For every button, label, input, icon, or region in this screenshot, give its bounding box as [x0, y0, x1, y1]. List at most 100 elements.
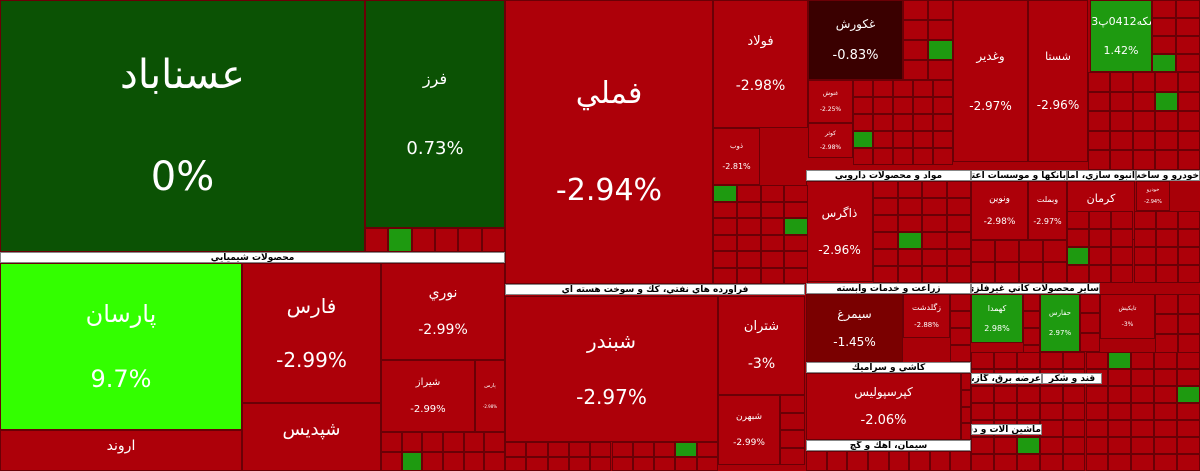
tile-small[interactable] — [873, 131, 893, 148]
tile-stock[interactable]: پارسان 9.7% — [0, 263, 242, 430]
tile-small[interactable] — [1080, 332, 1100, 352]
tile-small[interactable] — [971, 261, 995, 283]
tile-small[interactable] — [632, 456, 655, 471]
tile-stock[interactable]: سيمرغ -1.45% — [806, 294, 903, 362]
tile-small[interactable] — [526, 442, 548, 457]
tile-small[interactable] — [913, 80, 933, 97]
tile-small[interactable] — [675, 442, 697, 457]
tile-stock[interactable]: ذاگرس -2.96% — [806, 181, 873, 282]
tile-small[interactable] — [1110, 150, 1133, 170]
tile-small[interactable] — [1016, 437, 1040, 454]
tile-small[interactable] — [1155, 229, 1178, 247]
tile-small[interactable] — [1108, 403, 1132, 420]
tile-small[interactable] — [1154, 420, 1178, 437]
tile-small[interactable] — [401, 451, 423, 471]
tile-small[interactable] — [1089, 247, 1112, 265]
tile-small[interactable] — [1080, 313, 1100, 333]
tile-small[interactable] — [1176, 18, 1200, 36]
tile-small[interactable] — [388, 228, 412, 252]
tile-small[interactable] — [950, 345, 971, 362]
tile-small[interactable] — [458, 228, 482, 252]
tile-small[interactable] — [1131, 454, 1155, 471]
tile-small[interactable] — [1155, 111, 1178, 131]
tile-small[interactable] — [1131, 420, 1155, 437]
tile-small[interactable] — [1154, 369, 1178, 386]
tile-small[interactable] — [971, 403, 994, 420]
tile-small[interactable] — [897, 198, 922, 215]
tile-small[interactable] — [1088, 91, 1111, 112]
tile-stock[interactable]: فملي -2.94% — [505, 0, 713, 284]
tile-small[interactable] — [1019, 240, 1043, 262]
tile-small[interactable] — [784, 234, 808, 251]
tile-small[interactable] — [463, 451, 485, 471]
tile-small[interactable] — [922, 249, 947, 266]
tile-small[interactable] — [1177, 247, 1200, 265]
tile-small[interactable] — [1131, 403, 1155, 420]
tile-small[interactable] — [995, 240, 1019, 262]
tile-small[interactable] — [760, 201, 785, 218]
tile-small[interactable] — [873, 97, 893, 114]
tile-small[interactable] — [993, 352, 1017, 369]
tile-stock[interactable]: وبملت -2.97% — [1028, 181, 1067, 240]
tile-small[interactable] — [893, 97, 913, 114]
tile-small[interactable] — [1016, 352, 1040, 369]
tile-small[interactable] — [736, 267, 761, 284]
tile-small[interactable] — [784, 251, 808, 268]
tile-small[interactable] — [1177, 72, 1200, 92]
tile-small[interactable] — [993, 437, 1017, 454]
tile-small[interactable] — [1155, 334, 1178, 354]
tile-small[interactable] — [1177, 386, 1200, 403]
tile-small[interactable] — [1133, 211, 1156, 229]
tile-small[interactable] — [903, 40, 928, 60]
tile-small[interactable] — [1085, 420, 1109, 437]
tile-small[interactable] — [1062, 386, 1086, 403]
tile-small[interactable] — [654, 456, 676, 471]
tile-small[interactable] — [1131, 369, 1155, 386]
tile-small[interactable] — [1132, 111, 1156, 131]
tile-small[interactable] — [903, 20, 928, 40]
tile-small[interactable] — [505, 442, 527, 457]
tile-small[interactable] — [928, 20, 953, 40]
tile-small[interactable] — [893, 148, 913, 165]
tile-small[interactable] — [713, 251, 737, 268]
tile-small[interactable] — [784, 185, 808, 202]
tile-small[interactable] — [1152, 18, 1176, 36]
tile-small[interactable] — [873, 249, 898, 266]
tile-small[interactable] — [946, 249, 971, 266]
tile-small[interactable] — [760, 251, 785, 268]
tile-small[interactable] — [568, 442, 591, 457]
tile-small[interactable] — [1152, 54, 1176, 72]
tile-small[interactable] — [946, 215, 971, 232]
tile-small[interactable] — [1155, 72, 1178, 92]
tile-stock[interactable]: ذوب -2.81% — [713, 128, 760, 185]
tile-small[interactable] — [922, 198, 947, 215]
tile-small[interactable] — [971, 386, 994, 403]
tile-small[interactable] — [1067, 265, 1090, 283]
tile-small[interactable] — [806, 451, 827, 471]
tile-small[interactable] — [654, 442, 676, 457]
tile-small[interactable] — [873, 232, 898, 249]
tile-stock[interactable]: زگلدشت -2.88% — [903, 294, 950, 338]
tile-stock[interactable]: شبندر -2.97% — [505, 296, 718, 442]
tile-small[interactable] — [1133, 247, 1156, 265]
tile-small[interactable] — [1152, 36, 1176, 54]
tile-small[interactable] — [1016, 386, 1040, 403]
tile-small[interactable] — [993, 403, 1017, 420]
tile-small[interactable] — [971, 454, 994, 471]
tile-small[interactable] — [1039, 420, 1063, 437]
tile-small[interactable] — [443, 432, 464, 452]
tile-stock[interactable]: شستا -2.96% — [1028, 0, 1088, 162]
tile-small[interactable] — [1108, 454, 1132, 471]
tile-small[interactable] — [873, 114, 893, 131]
tile-small[interactable] — [893, 114, 913, 131]
tile-small[interactable] — [888, 451, 910, 471]
tile-small[interactable] — [1111, 247, 1134, 265]
tile-small[interactable] — [1177, 111, 1200, 131]
tile-small[interactable] — [1085, 386, 1109, 403]
tile-small[interactable] — [950, 451, 971, 471]
tile-small[interactable] — [1155, 247, 1178, 265]
tile-small[interactable] — [1062, 352, 1086, 369]
tile-small[interactable] — [961, 373, 971, 390]
tile-small[interactable] — [853, 80, 873, 97]
tile-small[interactable] — [1132, 150, 1156, 170]
